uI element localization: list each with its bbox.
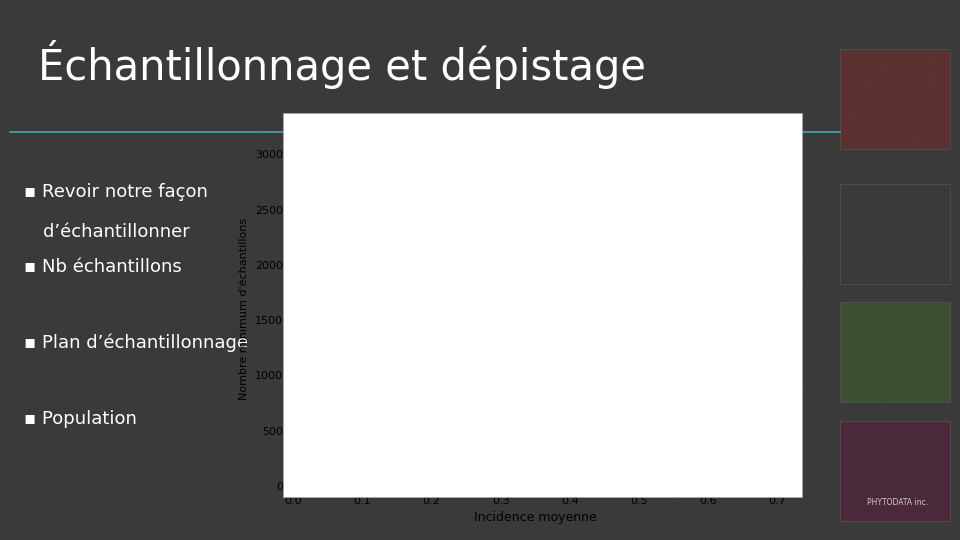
Text: ▪ Revoir notre façon: ▪ Revoir notre façon [24,183,208,201]
Point [666,464,682,472]
Text: PHYTODATA inc.: PHYTODATA inc. [867,498,928,507]
Legend: CV = 0.125, CV = 0.2, CV = 0.1: CV = 0.125, CV = 0.2, CV = 0.1 [671,138,772,186]
Y-axis label: Nombre minimum d'échantillons: Nombre minimum d'échantillons [239,218,250,400]
Point [393,441,408,449]
Point [756,471,772,480]
Point [576,456,591,465]
X-axis label: Incidence moyenne: Incidence moyenne [474,511,596,524]
Text: ▪ Plan d’échantillonnage: ▪ Plan d’échantillonnage [24,334,248,352]
Point [430,392,445,401]
Point [430,455,445,464]
Point [756,480,772,488]
Text: ▪ Population: ▪ Population [24,409,137,428]
Point [396,376,411,384]
Point [430,427,445,435]
Text: Échantillonnage et dépistage: Échantillonnage et dépistage [38,40,646,89]
Point [666,478,682,487]
Point [423,412,439,421]
Point [583,443,598,451]
Text: ▪ Nb échantillons: ▪ Nb échantillons [24,258,181,276]
Point [701,477,716,486]
Point [423,458,439,467]
Point [701,467,716,476]
Point [393,317,408,326]
Point [583,472,598,481]
Point [423,372,439,381]
Text: d’échantillonner: d’échantillonner [43,223,190,241]
